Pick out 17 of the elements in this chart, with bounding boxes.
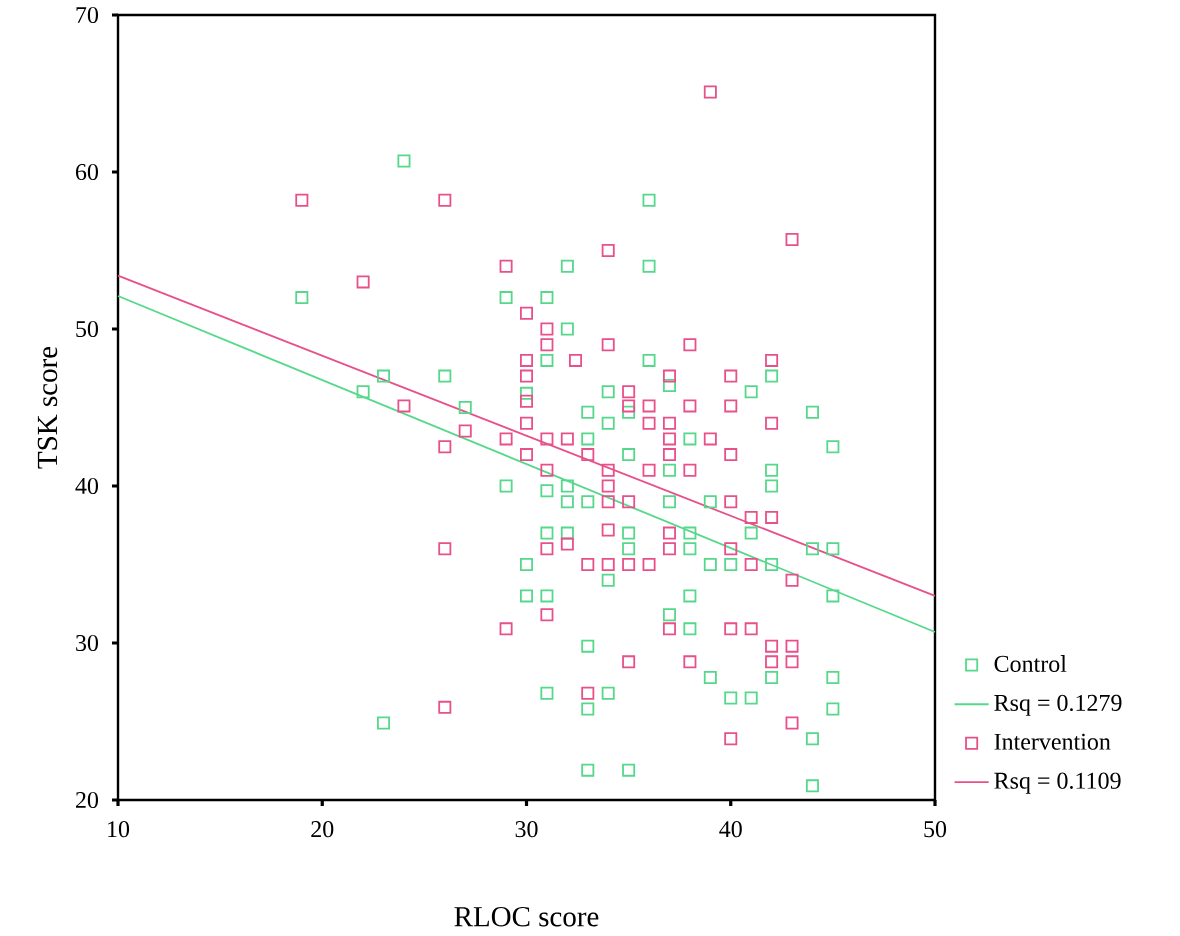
legend-label: Intervention <box>994 733 1111 750</box>
x-tick-label: 50 <box>924 821 947 838</box>
y-tick-label: 20 <box>76 791 99 809</box>
x-tick-label: 10 <box>108 821 130 838</box>
x-tick-label: 40 <box>719 821 742 838</box>
y-axis-title: TSK score <box>37 346 58 469</box>
legend-label: Rsq = 0.1279 <box>994 694 1122 716</box>
legend-label: Control <box>994 655 1067 672</box>
y-tick-label: 70 <box>76 6 99 24</box>
x-tick-label: 30 <box>515 821 538 838</box>
legend-label: Rsq = 0.1109 <box>994 772 1121 794</box>
y-tick-label: 30 <box>76 634 99 652</box>
y-tick-label: 60 <box>75 163 99 181</box>
x-tick-label: 20 <box>311 821 334 838</box>
x-axis-title: RLOC score <box>454 906 599 927</box>
y-tick-label: 50 <box>76 320 99 338</box>
y-tick-label: 40 <box>75 477 99 495</box>
